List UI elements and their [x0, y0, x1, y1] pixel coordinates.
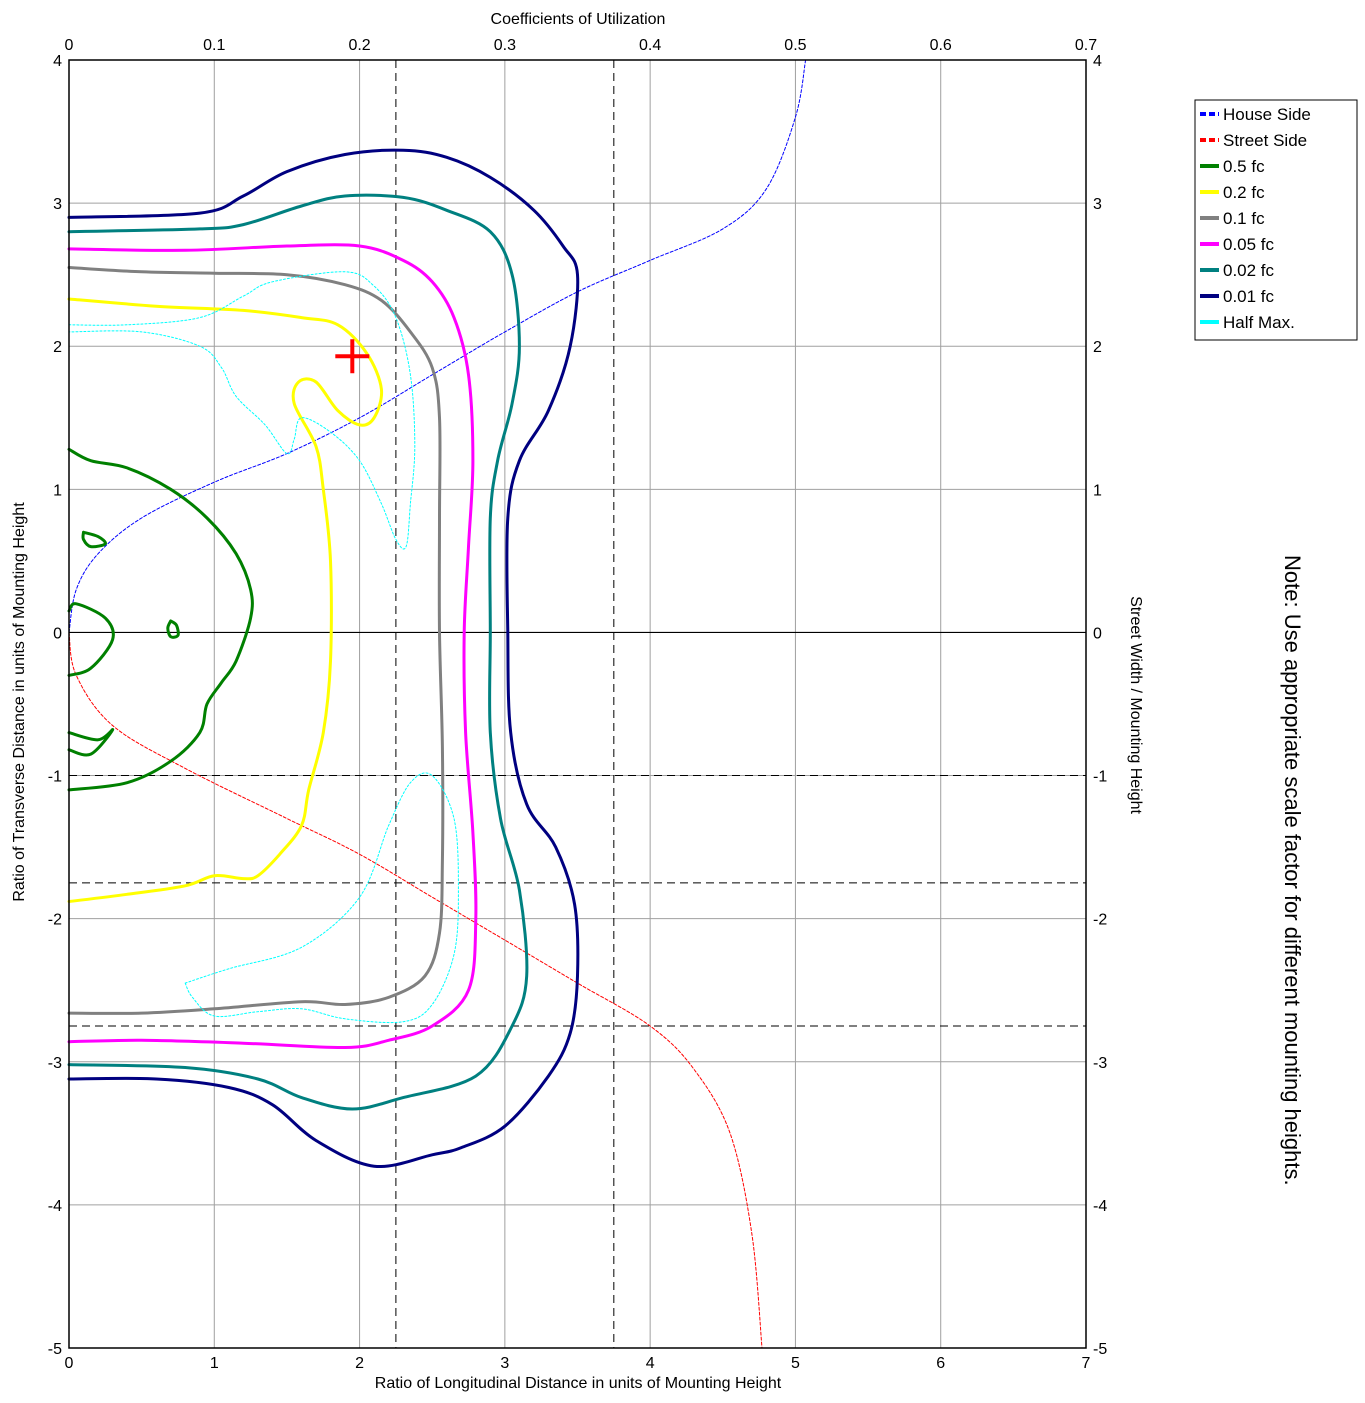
legend-label: 0.02 fc — [1223, 261, 1275, 280]
y-tick-label-left: -5 — [48, 1341, 62, 1358]
y-tick-label-right: 3 — [1093, 196, 1102, 213]
y-tick-label-left: 4 — [53, 53, 62, 70]
y-tick-label-left: 2 — [53, 339, 62, 356]
x-tick-label: 7 — [1082, 1355, 1091, 1372]
legend-label: Half Max. — [1223, 313, 1295, 332]
series-line-0-5-fc — [166, 619, 180, 639]
y-tick-label-right: -4 — [1093, 1198, 1107, 1215]
top-tick-label: 0 — [65, 37, 74, 54]
max-candela-marker — [335, 339, 370, 374]
legend-label: 0.01 fc — [1223, 287, 1275, 306]
top-tick-label: 0.2 — [348, 37, 370, 54]
series-line-half-max — [184, 772, 459, 1024]
y-tick-label-right: 2 — [1093, 339, 1102, 356]
series-line-0-5-fc — [67, 602, 115, 677]
x-tick-label: 4 — [646, 1355, 655, 1372]
y-tick-label-left: -1 — [48, 769, 62, 786]
y-tick-label-right: -1 — [1093, 769, 1107, 786]
y-tick-label-left: -4 — [48, 1198, 62, 1215]
series-line-half-max — [68, 271, 416, 550]
y-tick-label-left: -2 — [48, 912, 62, 929]
y-tick-label-right: -5 — [1093, 1341, 1107, 1358]
x-tick-label: 6 — [936, 1355, 945, 1372]
y-tick-label-right: 1 — [1093, 482, 1102, 499]
y-tick-label-right: 0 — [1093, 625, 1102, 642]
top-tick-label: 0.3 — [494, 37, 516, 54]
legend-label: 0.1 fc — [1223, 209, 1265, 228]
legend-label: House Side — [1223, 105, 1311, 124]
series-line-0-2-fc — [67, 297, 384, 903]
series-line-house-side — [68, 59, 807, 633]
top-tick-label: 0.1 — [203, 37, 225, 54]
x-tick-label: 2 — [355, 1355, 364, 1372]
plot-frame — [68, 59, 1087, 1349]
y-tick-label-right: 4 — [1093, 53, 1102, 70]
series-line-0-5-fc — [67, 728, 115, 757]
legend-label: Street Side — [1223, 131, 1307, 150]
series-line-0-5-fc — [67, 447, 254, 792]
scale-note: Note: Use appropriate scale factor for d… — [1280, 555, 1305, 1186]
top-tick-label: 0.7 — [1075, 37, 1097, 54]
y-tick-label-left: 0 — [53, 625, 62, 642]
series-line-0-05-fc — [67, 243, 478, 1050]
x-axis-label: Ratio of Longitudinal Distance in units … — [375, 1375, 782, 1392]
y-tick-label-left: 1 — [53, 482, 62, 499]
reference-lines — [69, 60, 1086, 1348]
top-tick-label: 0.6 — [930, 37, 952, 54]
series-layer — [67, 59, 807, 1349]
top-axis-label: Coefficients of Utilization — [491, 11, 666, 28]
top-tick-label: 0.4 — [639, 37, 661, 54]
x-tick-label: 3 — [500, 1355, 509, 1372]
y-axis-label-right: Street Width / Mounting Height — [1127, 596, 1144, 814]
y-axis-label-left: Ratio of Transverse Distance in units of… — [11, 502, 28, 902]
x-tick-label: 5 — [791, 1355, 800, 1372]
tick-labels: 0 1 2 3 4 5 6 70 0.1 0.2 0.3 0.4 0.5 0.6 0.74 43 32 21 10 0… — [48, 37, 1108, 1372]
top-tick-label: 0.5 — [784, 37, 806, 54]
y-tick-label-left: -3 — [48, 1055, 62, 1072]
grid-lines — [69, 60, 1086, 1348]
series-line-0-5-fc — [81, 530, 107, 549]
legend: House Side Street Side 0.5 fc 0.2 fc 0.1 fc 0… — [1194, 99, 1358, 341]
y-tick-label-left: 3 — [53, 196, 62, 213]
series-line-0-02-fc — [67, 193, 529, 1111]
legend-label: 0.2 fc — [1223, 183, 1265, 202]
y-tick-label-right: -3 — [1093, 1055, 1107, 1072]
series-line-0-1-fc — [67, 266, 445, 1015]
x-tick-label: 1 — [210, 1355, 219, 1372]
y-tick-label-right: -2 — [1093, 912, 1107, 929]
legend-box — [1194, 99, 1358, 341]
series-line-street-side — [68, 631, 763, 1349]
series-line-0-01-fc — [67, 148, 580, 1169]
legend-label: 0.5 fc — [1223, 157, 1265, 176]
x-tick-label: 0 — [65, 1355, 74, 1372]
legend-label: 0.05 fc — [1223, 235, 1275, 254]
